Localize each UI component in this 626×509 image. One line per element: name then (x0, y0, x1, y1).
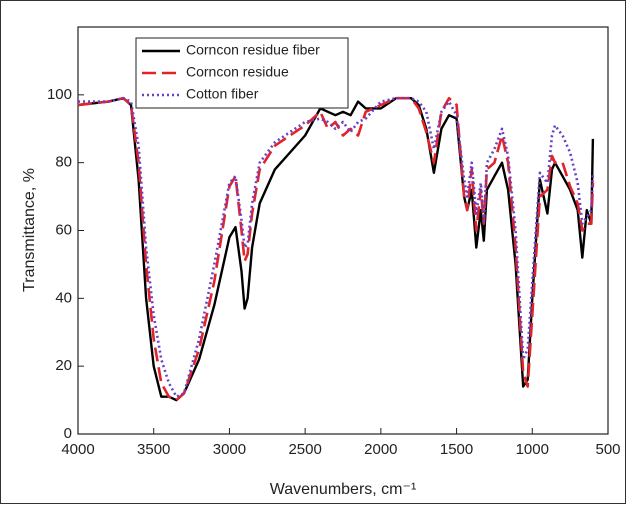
y-tick-label: 0 (64, 425, 72, 442)
x-tick-label: 1500 (440, 441, 473, 458)
y-tick-label: 40 (55, 289, 72, 306)
x-tick-label: 500 (595, 441, 620, 458)
x-tick-label: 2500 (288, 441, 321, 458)
y-tick-label: 20 (55, 357, 72, 374)
legend-label: Corncon residue fiber (186, 42, 320, 58)
x-axis-label: Wavenumbers, cm⁻¹ (270, 481, 417, 498)
y-tick-label: 100 (47, 86, 72, 103)
series-line (78, 96, 595, 398)
y-tick-label: 60 (55, 221, 72, 238)
x-tick-label: 2000 (364, 441, 397, 458)
legend-label: Cotton fiber (186, 86, 259, 102)
x-tick-label: 1000 (516, 441, 549, 458)
y-tick-label: 80 (55, 154, 72, 171)
x-tick-label: 3500 (137, 441, 170, 458)
legend-label: Corncon residue (186, 64, 289, 80)
y-axis-label: Transmittance, % (21, 168, 38, 292)
x-tick-label: 3000 (213, 441, 246, 458)
x-tick-label: 4000 (61, 441, 94, 458)
